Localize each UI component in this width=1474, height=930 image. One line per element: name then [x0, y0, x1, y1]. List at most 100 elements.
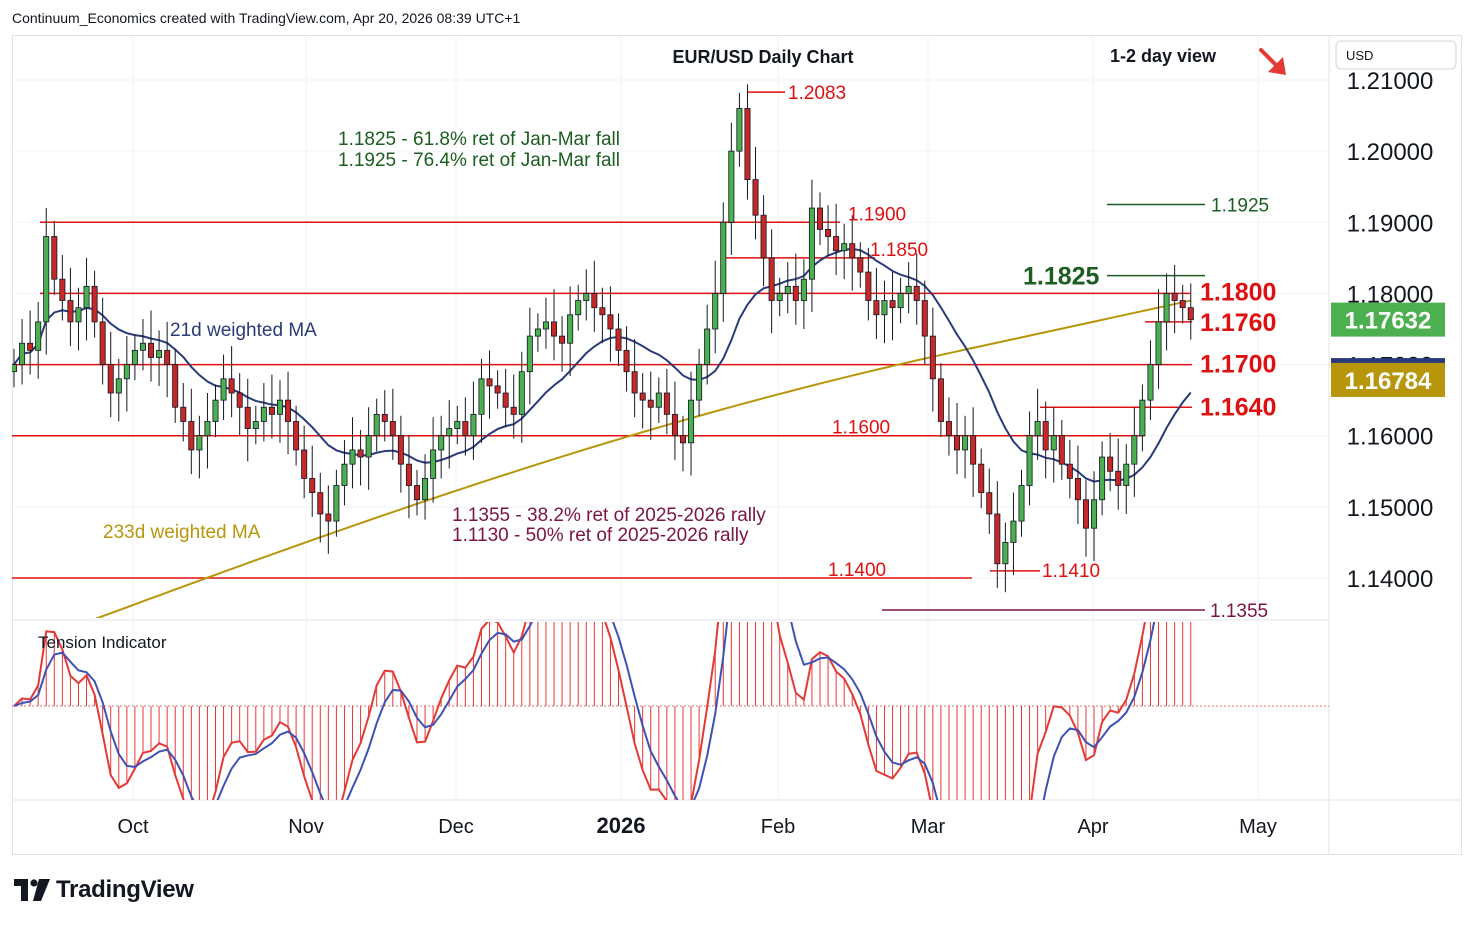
candle-down — [679, 435, 686, 444]
candle-down — [599, 307, 606, 316]
candle-up — [220, 378, 227, 401]
price-tick-label: 1.20000 — [1347, 139, 1434, 166]
candle-up — [470, 413, 477, 437]
price-tick-label: 1.15000 — [1347, 495, 1434, 522]
candle-down — [647, 399, 654, 408]
candle-up — [43, 236, 50, 323]
candle-up — [373, 413, 380, 437]
candle-down — [389, 421, 396, 437]
candle-down — [325, 513, 332, 522]
candle-down — [913, 285, 920, 301]
level-label-1-1800: 1.1800 — [1200, 278, 1276, 306]
candle-down — [865, 271, 872, 301]
candle-up — [83, 285, 90, 309]
candle-up — [115, 378, 122, 394]
candle-up — [704, 328, 711, 365]
candle-down — [1074, 477, 1081, 501]
price-tick-label: 1.16000 — [1347, 424, 1434, 451]
candle-up — [12, 364, 17, 373]
candle-down — [752, 179, 759, 216]
candle-up — [583, 293, 590, 301]
candle-up — [454, 421, 461, 430]
tradingview-brand[interactable]: TradingView — [14, 876, 194, 904]
candle-down — [825, 228, 832, 237]
candle-down — [357, 449, 364, 458]
currency-button[interactable] — [1335, 40, 1457, 70]
candle-down — [937, 378, 944, 422]
candle-down — [1171, 293, 1178, 301]
candlestick-series — [12, 84, 1194, 593]
candle-down — [945, 421, 952, 437]
price-tag — [1331, 362, 1445, 397]
candle-down — [1187, 307, 1194, 321]
candle-down — [413, 485, 420, 501]
candle-down — [978, 463, 985, 494]
level-labels: 1.1900 1.1850 1.1800 1.1760 1.1700 1.1640 1.16… — [788, 83, 1276, 622]
level-label-1-1760: 1.1760 — [1200, 309, 1276, 337]
candle-down — [462, 421, 469, 437]
level-label-1-1700: 1.1700 — [1200, 351, 1276, 379]
candle-down — [405, 463, 412, 486]
candle-down — [99, 321, 106, 365]
candle-up — [567, 314, 574, 344]
time-axis[interactable]: Oct Nov Dec 2026 Feb Mar Apr May — [117, 813, 1276, 838]
candle-up — [800, 278, 807, 301]
candle-up — [1091, 499, 1098, 529]
time-tick-label: Feb — [761, 816, 795, 838]
candle-down — [929, 335, 936, 380]
ma233-curve — [94, 299, 1191, 618]
candle-down — [51, 236, 58, 280]
candle-down — [1179, 300, 1186, 309]
candle-down — [623, 349, 630, 373]
candle-up — [688, 399, 695, 444]
candle-down — [381, 413, 388, 422]
time-tick-label: 2026 — [597, 813, 646, 838]
candle-down — [970, 435, 977, 465]
candle-up — [575, 300, 582, 316]
candle-up — [784, 285, 791, 294]
candle-down — [188, 421, 195, 451]
fib-annotation-jan-mar-764: 1.1925 - 76.4% ret of Jan-Mar fall — [338, 150, 620, 171]
level-label-1-1410: 1.1410 — [1042, 561, 1100, 582]
candle-down — [639, 392, 646, 401]
chart-annotations: 1.1825 - 61.8% ret of Jan-Mar fall1.1925… — [103, 129, 766, 546]
candle-down — [1058, 435, 1065, 465]
candle-down — [486, 378, 493, 387]
candle-down — [268, 406, 275, 415]
candle-down — [236, 392, 243, 408]
candle-up — [897, 293, 904, 309]
candle-up — [446, 428, 453, 437]
candle-down — [792, 285, 799, 301]
candle-up — [365, 435, 372, 458]
candle-down — [857, 257, 864, 273]
ma233-line — [94, 299, 1191, 618]
candle-down — [59, 278, 66, 301]
candle-down — [663, 392, 670, 415]
candle-up — [156, 349, 163, 358]
candle-down — [317, 492, 324, 515]
level-label-1-1850: 1.1850 — [870, 240, 928, 261]
level-label-1-1925: 1.1925 — [1211, 196, 1269, 217]
fib-annotation-rally-50: 1.1130 - 50% ret of 2025-2026 rally — [452, 525, 749, 546]
candle-down — [986, 492, 993, 515]
candle-up — [438, 435, 445, 451]
level-label-1-2083: 1.2083 — [788, 83, 846, 104]
candle-down — [760, 214, 767, 259]
candle-down — [768, 257, 775, 301]
price-tag — [1331, 302, 1445, 337]
candle-up — [139, 342, 146, 351]
candle-down — [921, 300, 928, 337]
candle-down — [510, 406, 517, 415]
candle-up — [1099, 456, 1106, 501]
chart-attribution-header: Continuum_Economics created with Trading… — [12, 10, 521, 26]
tension-indicator-label: Tension Indicator — [38, 633, 167, 652]
candle-up — [252, 421, 259, 430]
candle-down — [309, 477, 316, 494]
candle-down — [164, 349, 171, 365]
candle-up — [1163, 293, 1170, 323]
candle-down — [631, 371, 638, 394]
candle-up — [962, 435, 969, 451]
candle-up — [655, 392, 662, 408]
